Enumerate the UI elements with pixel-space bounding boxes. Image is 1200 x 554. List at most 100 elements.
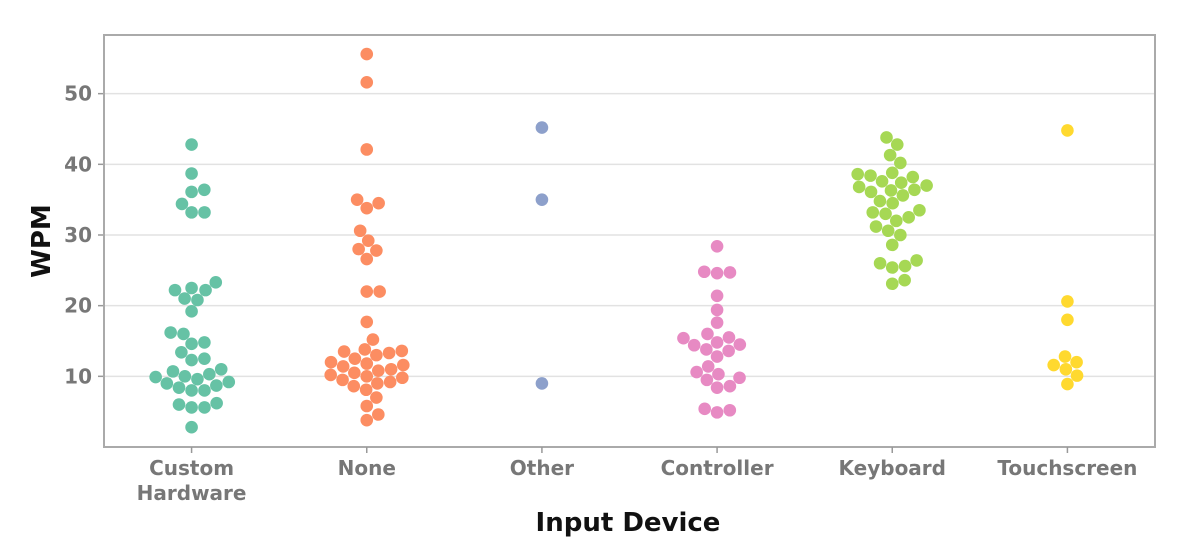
data-point (894, 156, 907, 170)
data-point (199, 283, 212, 297)
data-point (722, 331, 736, 344)
data-point (710, 266, 724, 280)
data-point (890, 138, 904, 151)
data-point (383, 375, 397, 389)
data-point (175, 346, 188, 359)
data-point (210, 379, 223, 392)
data-point (324, 355, 338, 369)
data-point (864, 185, 878, 199)
data-point (698, 402, 711, 416)
data-point (164, 326, 177, 339)
data-point (359, 383, 373, 397)
data-point (1070, 355, 1083, 369)
data-point (209, 276, 223, 289)
data-point (373, 285, 386, 298)
data-point (370, 348, 383, 362)
data-point (166, 365, 180, 378)
data-point (210, 396, 223, 410)
data-point (1070, 369, 1084, 382)
y-tick-label: 10 (64, 364, 92, 388)
data-point (360, 47, 374, 61)
data-point (222, 375, 236, 389)
data-point (185, 353, 198, 367)
data-point (353, 224, 367, 238)
data-point (360, 399, 374, 413)
x-tick-label: Custom Hardware (137, 456, 247, 505)
data-point (185, 337, 198, 351)
data-point (198, 183, 211, 197)
x-tick-label: Keyboard (839, 456, 946, 480)
data-point (710, 406, 724, 419)
data-point (372, 364, 385, 377)
data-point (360, 201, 374, 215)
data-point (360, 76, 374, 89)
data-point (710, 336, 724, 349)
data-point (866, 206, 880, 219)
data-point (1061, 377, 1074, 391)
y-tick-label: 50 (64, 82, 92, 106)
data-point (710, 240, 724, 253)
data-point (875, 174, 889, 188)
data-point (203, 367, 216, 381)
y-tick-label: 20 (64, 294, 92, 318)
data-point (710, 303, 724, 317)
data-point (1047, 358, 1060, 372)
data-point (1061, 124, 1074, 137)
data-point (185, 167, 198, 180)
y-tick-label: 40 (64, 152, 92, 176)
data-point (175, 197, 189, 211)
data-point (710, 316, 724, 329)
data-point (733, 338, 747, 351)
data-point (360, 315, 374, 329)
data-point (191, 293, 204, 307)
data-point (384, 362, 398, 376)
data-point (1061, 295, 1074, 308)
data-point (864, 169, 877, 182)
x-tick-label: Touchscreen (997, 456, 1137, 480)
x-tick-label: Other (510, 456, 574, 480)
data-point (178, 292, 191, 305)
data-point (535, 121, 549, 134)
data-point (370, 391, 383, 404)
data-point (873, 194, 887, 208)
data-point (701, 360, 715, 373)
data-point (896, 189, 910, 202)
data-point (178, 370, 192, 383)
data-point (700, 373, 714, 387)
data-point (324, 368, 337, 382)
plot-frame (103, 34, 1156, 448)
data-point (894, 176, 908, 189)
data-point (710, 350, 724, 363)
data-point (382, 346, 396, 360)
data-point (883, 148, 897, 162)
x-tick-label: Controller (661, 456, 774, 480)
data-point (535, 193, 549, 206)
data-point (396, 371, 409, 385)
data-point (185, 401, 198, 414)
data-point (677, 331, 690, 345)
data-point (701, 327, 714, 341)
data-point (198, 401, 211, 414)
data-point (360, 357, 374, 370)
data-point (885, 166, 899, 180)
data-point (902, 211, 915, 224)
data-point (723, 403, 737, 417)
data-point (885, 261, 899, 274)
data-point (723, 266, 737, 279)
data-point (1061, 313, 1074, 327)
x-tick-label: None (338, 456, 396, 480)
x-axis-label: Input Device (536, 508, 721, 538)
data-point (910, 254, 923, 267)
data-point (172, 381, 186, 394)
data-point (172, 398, 186, 411)
data-point (360, 285, 374, 298)
data-point (185, 305, 198, 318)
data-point (185, 420, 198, 434)
data-point (185, 281, 198, 295)
data-point (722, 344, 735, 358)
data-point (185, 138, 198, 151)
data-point (337, 345, 351, 358)
data-point (733, 371, 746, 385)
data-point (185, 384, 198, 397)
